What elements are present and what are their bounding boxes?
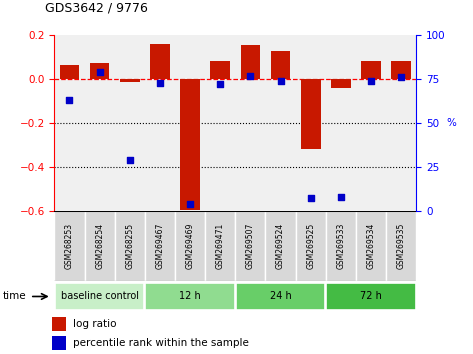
Point — [246, 73, 254, 79]
Bar — [90, 63, 109, 79]
Text: GSM269525: GSM269525 — [306, 223, 315, 269]
Text: GSM268253: GSM268253 — [65, 223, 74, 269]
Bar — [271, 51, 290, 79]
Bar — [326, 282, 416, 310]
Point — [186, 201, 194, 206]
Bar — [326, 211, 356, 281]
Bar — [210, 61, 230, 79]
Text: GSM268255: GSM268255 — [125, 223, 134, 269]
Text: baseline control: baseline control — [61, 291, 139, 302]
Bar — [60, 65, 79, 79]
Bar — [120, 79, 140, 82]
Text: 72 h: 72 h — [360, 291, 382, 302]
Point — [96, 69, 104, 75]
Point — [397, 75, 405, 80]
Bar — [331, 79, 350, 88]
Bar — [265, 211, 296, 281]
Bar — [114, 211, 145, 281]
Bar — [236, 282, 325, 310]
Text: GSM268254: GSM268254 — [95, 223, 104, 269]
Point — [367, 78, 375, 84]
Text: GSM269471: GSM269471 — [216, 223, 225, 269]
Bar — [391, 61, 411, 79]
Point — [217, 82, 224, 87]
Text: GSM269533: GSM269533 — [336, 223, 345, 269]
Bar — [241, 45, 260, 79]
Text: GSM269534: GSM269534 — [367, 223, 376, 269]
Text: GSM269507: GSM269507 — [246, 223, 255, 269]
Point — [307, 195, 315, 201]
Text: 12 h: 12 h — [179, 291, 201, 302]
Point — [337, 194, 345, 199]
Bar — [53, 336, 66, 350]
Bar — [361, 61, 381, 79]
Text: 24 h: 24 h — [270, 291, 291, 302]
Bar — [386, 211, 416, 281]
Text: log ratio: log ratio — [73, 319, 117, 329]
Bar — [150, 44, 170, 79]
Point — [66, 97, 73, 103]
Y-axis label: %: % — [446, 118, 456, 128]
Bar — [146, 282, 235, 310]
Bar — [180, 79, 200, 210]
Point — [156, 80, 164, 86]
Bar — [205, 211, 235, 281]
Text: GSM269524: GSM269524 — [276, 223, 285, 269]
Bar — [356, 211, 386, 281]
Bar — [53, 317, 66, 331]
Bar — [235, 211, 265, 281]
Bar — [301, 79, 321, 149]
Text: GSM269535: GSM269535 — [397, 223, 406, 269]
Bar — [55, 282, 144, 310]
Point — [277, 78, 284, 84]
Text: time: time — [3, 291, 26, 302]
Bar — [54, 211, 85, 281]
Text: GDS3642 / 9776: GDS3642 / 9776 — [45, 1, 148, 14]
Bar — [85, 211, 114, 281]
Point — [126, 157, 133, 162]
Text: GSM269467: GSM269467 — [156, 223, 165, 269]
Bar — [145, 211, 175, 281]
Text: percentile rank within the sample: percentile rank within the sample — [73, 338, 249, 348]
Bar — [296, 211, 326, 281]
Text: GSM269469: GSM269469 — [185, 223, 194, 269]
Bar — [175, 211, 205, 281]
